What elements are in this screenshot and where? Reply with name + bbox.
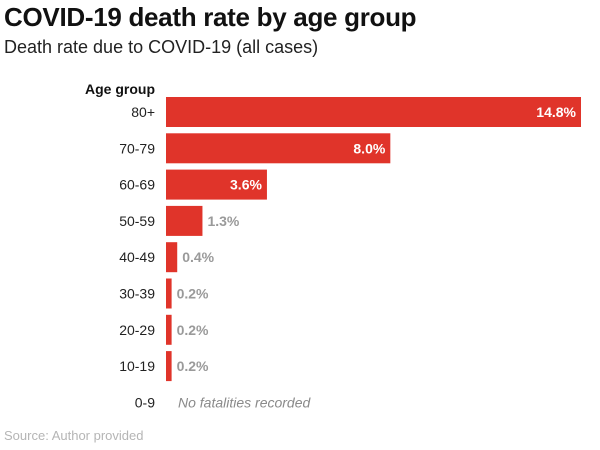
annotation: No fatalities recorded	[178, 394, 312, 410]
y-tick-label: 10-19	[119, 358, 155, 374]
bar	[166, 169, 267, 200]
data-label: 0.2%	[177, 358, 209, 374]
y-axis-title: Age group	[85, 81, 155, 97]
y-tick-label: 80+	[131, 104, 155, 120]
y-tick-label: 30-39	[119, 286, 155, 302]
data-label: 3.6%	[230, 177, 262, 193]
y-tick-label: 50-59	[119, 213, 155, 229]
data-label: 0.2%	[177, 322, 209, 338]
bar	[166, 242, 178, 273]
bar	[166, 133, 391, 164]
chart-title: COVID-19 death rate by age group	[4, 2, 417, 32]
bar	[166, 314, 172, 345]
source-note: Source: Author provided	[4, 428, 144, 443]
y-tick-label: 60-69	[119, 177, 155, 193]
bar	[166, 278, 172, 309]
data-label: 1.3%	[207, 213, 239, 229]
data-label: 0.2%	[177, 286, 209, 302]
y-tick-label: 0-9	[135, 394, 155, 410]
bar	[166, 97, 581, 127]
chart-subtitle: Death rate due to COVID-19 (all cases)	[4, 37, 319, 57]
bar	[166, 351, 172, 382]
y-tick-label: 40-49	[119, 249, 155, 265]
data-label: 0.4%	[182, 249, 214, 265]
bar	[166, 205, 203, 236]
data-label: 8.0%	[353, 140, 385, 156]
y-tick-label: 70-79	[119, 140, 155, 156]
data-label: 14.8%	[536, 104, 576, 120]
y-tick-label: 20-29	[119, 322, 155, 338]
